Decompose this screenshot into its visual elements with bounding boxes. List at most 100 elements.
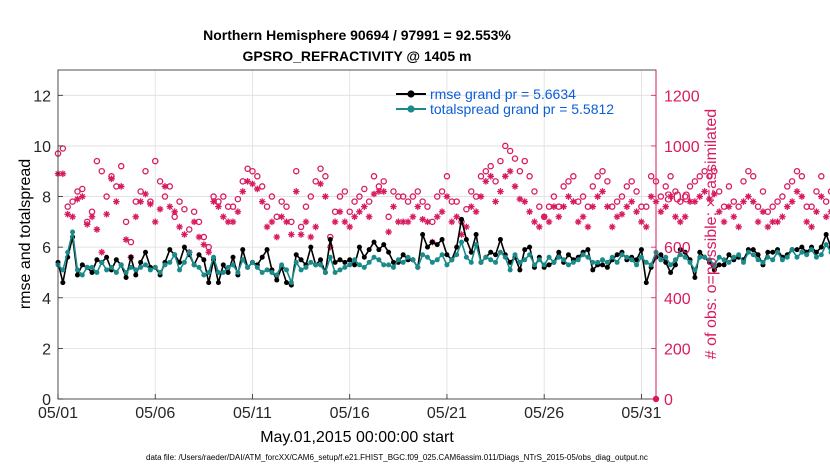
rmse-point (643, 280, 649, 286)
obs-assimilated-point (711, 190, 718, 198)
rmse-point (201, 257, 207, 263)
totalspread-point (527, 252, 533, 258)
obs-possible-point (672, 188, 679, 195)
totalspread-point (439, 252, 445, 258)
obs-possible-point (390, 188, 397, 195)
obs-possible-point (69, 198, 76, 205)
rmse-point (755, 252, 761, 258)
totalspread-point (215, 269, 221, 275)
obs-assimilated-point (200, 241, 208, 248)
totalspread-point (711, 262, 717, 268)
obs-assimilated-point (467, 203, 475, 210)
obs-possible-point (735, 203, 742, 210)
obs-assimilated-point (599, 188, 606, 195)
obs-possible-point (151, 157, 159, 165)
totalspread-point (123, 269, 129, 275)
obs-possible-point (822, 198, 830, 205)
obs-assimilated-point (385, 228, 392, 236)
totalspread-point (682, 254, 688, 260)
obs-possible-point (424, 203, 431, 210)
obs-assimilated-point (336, 208, 344, 216)
rmse-point (337, 257, 343, 263)
obs-possible-point (798, 173, 806, 180)
obs-possible-point (380, 178, 387, 185)
obs-possible-point (477, 173, 485, 180)
obs-possible-point (220, 193, 227, 200)
rmse-point (79, 262, 85, 268)
totalspread-point (546, 254, 552, 260)
totalspread-point (352, 257, 358, 263)
obs-assimilated-point (774, 218, 781, 226)
totalspread-point (449, 257, 455, 263)
rmse-point (522, 247, 528, 253)
obs-possible-point (103, 193, 110, 200)
rmse-point (444, 252, 450, 258)
y-axis-label: rmse and totalspread (17, 159, 34, 309)
totalspread-point (65, 249, 71, 255)
obs-possible-point (156, 178, 164, 185)
totalspread-point (570, 259, 576, 265)
obs-possible-point (244, 165, 251, 172)
totalspread-point (799, 249, 805, 255)
x-tick-label: 05/31 (621, 405, 661, 422)
totalspread-point (274, 272, 280, 278)
totalspread-point (60, 267, 66, 273)
rmse-point (565, 252, 571, 258)
obs-assimilated-point (477, 193, 485, 200)
obs-assimilated-point (555, 213, 563, 221)
obs-assimilated-point (623, 203, 631, 210)
rmse-point (527, 244, 533, 250)
obs-assimilated-point (458, 231, 465, 238)
totalspread-point (400, 259, 406, 265)
totalspread-point (750, 252, 756, 258)
totalspread-point (118, 262, 124, 268)
obs-possible-point (268, 193, 276, 200)
obs-possible-point (745, 167, 752, 175)
obs-assimilated-point (331, 218, 339, 226)
obs-assimilated-point (453, 213, 460, 221)
obs-possible-point (93, 157, 101, 165)
obs-assimilated-point (249, 180, 256, 188)
rmse-point (332, 259, 338, 265)
obs-assimilated-point (292, 188, 300, 195)
obs-possible-point (827, 188, 830, 195)
rmse-point (488, 249, 494, 255)
totalspread-point (254, 264, 260, 270)
totalspread-point (600, 257, 606, 263)
rmse-point (823, 232, 829, 237)
totalspread-point (818, 252, 824, 258)
obs-possible-point (254, 173, 261, 180)
totalspread-point (191, 262, 197, 268)
rmse-point (638, 247, 644, 253)
obs-possible-point (482, 167, 490, 175)
totalspread-point (356, 262, 362, 268)
obs-assimilated-point (545, 218, 553, 226)
obs-possible-point (769, 203, 776, 210)
x-tick-label: 05/11 (233, 405, 272, 422)
totalspread-point (157, 269, 163, 275)
obs-assimilated-point (88, 213, 96, 221)
totalspread-point (609, 254, 615, 260)
obs-assimilated-point (691, 198, 699, 205)
right-y-tick-label: 1200 (664, 88, 700, 105)
axis-ticks: 05/01 05/06 05/11 05/16 05/21 05/26 05/3102468… (33, 70, 700, 422)
obs-assimilated-series (54, 167, 830, 261)
totalspread-point (240, 257, 246, 263)
obs-assimilated-point (263, 223, 271, 231)
totalspread-point (366, 259, 372, 265)
obs-assimilated-point (390, 203, 397, 210)
rmse-point (429, 239, 435, 245)
obs-assimilated-point (584, 223, 592, 231)
rmse-point (274, 277, 280, 283)
rmse-point (604, 264, 610, 270)
rmse-point (726, 252, 732, 258)
totalspread-point (765, 254, 771, 260)
totalspread-point (755, 257, 761, 263)
rmse-point (459, 216, 465, 222)
totalspread-point (459, 239, 465, 245)
obs-possible-point (818, 173, 825, 180)
obs-possible-point (142, 167, 149, 175)
obs-assimilated-point (341, 218, 349, 226)
obs-assimilated-point (560, 203, 567, 210)
obs-assimilated-point (613, 213, 621, 221)
